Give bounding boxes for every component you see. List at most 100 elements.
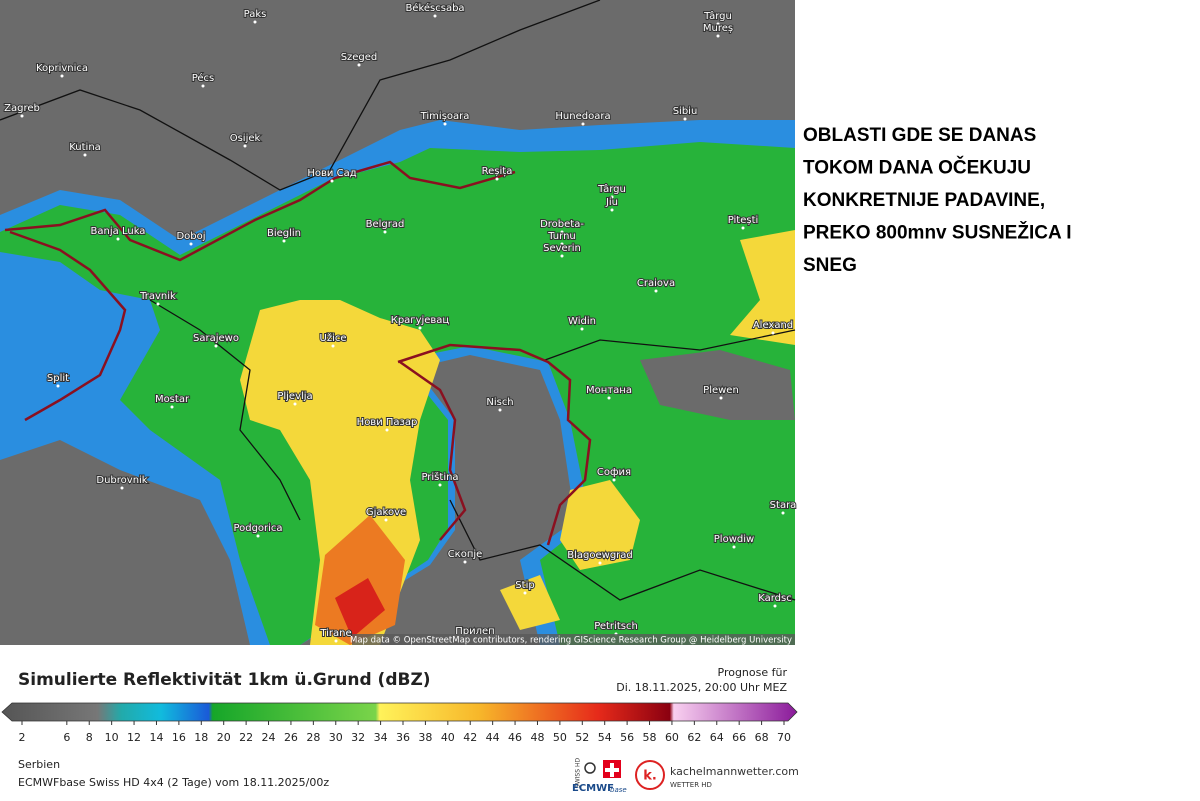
city-label: Belgrad xyxy=(366,219,405,230)
city-dot xyxy=(683,117,687,121)
city-label: Gjakove xyxy=(366,507,406,518)
city-label: Alexand xyxy=(753,320,793,331)
colorbar-tick-label: 70 xyxy=(777,731,791,744)
model-info: ECMWFbase Swiss HD 4x4 (2 Tage) vom 18.1… xyxy=(18,776,329,789)
legend-title: Simulierte Reflektivität 1km ü.Grund (dB… xyxy=(18,670,431,690)
map: PaksBékéscsabaTârguMureșKoprivnicaPécsSz… xyxy=(0,0,797,646)
city-label: Нови Пазар xyxy=(357,417,418,428)
colorbar-tick-label: 12 xyxy=(127,731,141,744)
colorbar-tick-label: 54 xyxy=(598,731,612,744)
city-dot xyxy=(598,561,602,565)
city-label: Szeged xyxy=(341,52,378,63)
annotation-line: PREKO 800mnv SUSNEŽICA I xyxy=(803,222,1072,244)
colorbar-tick-label: 50 xyxy=(553,731,567,744)
city-label: Widin xyxy=(568,316,596,327)
city-label: Stara xyxy=(770,500,797,511)
city-dot xyxy=(418,326,422,330)
city-dot xyxy=(443,122,447,126)
city-label: Dubrovnik xyxy=(96,475,147,486)
city-dot xyxy=(741,226,745,230)
city-label: Podgorica xyxy=(233,523,282,534)
colorbar-tick-label: 18 xyxy=(194,731,208,744)
city-dot xyxy=(189,242,193,246)
city-dot xyxy=(560,254,564,258)
city-dot xyxy=(214,344,218,348)
city-label: Paks xyxy=(244,9,267,20)
country-borders xyxy=(0,0,796,601)
city-dot xyxy=(256,534,260,538)
ecmwf-sub: base xyxy=(610,786,627,794)
city-dot xyxy=(282,239,286,243)
city-dot xyxy=(610,195,614,199)
city-label: Nisch xyxy=(486,397,513,408)
city-dot xyxy=(330,179,334,183)
city-label: Скопје xyxy=(448,548,483,560)
attribution-bg xyxy=(352,634,795,645)
colorbar-tick-label: 16 xyxy=(172,731,186,744)
city-label: Banja Luka xyxy=(91,226,146,237)
colorbar-ticks: 2 6 8 10 12 14 16 18 20 22 24 26 28 30 32 34 36 38 40 42 44 4… xyxy=(19,721,791,744)
city-label: Osijek xyxy=(230,133,261,144)
city-label: Mureș xyxy=(703,23,733,34)
precip-intense xyxy=(315,515,405,645)
city-dot xyxy=(384,518,388,522)
city-label: Sarajewo xyxy=(193,333,239,344)
colorbar-tick-label: 58 xyxy=(643,731,657,744)
colorbar-tick-label: 66 xyxy=(732,731,746,744)
colorbar-tick-label: 36 xyxy=(396,731,410,744)
city-label: Békéscsaba xyxy=(405,2,464,14)
city-label: Plowdiw xyxy=(714,534,754,545)
annotation-line: KONKRETNIJE PADAVINE, xyxy=(803,190,1045,211)
city-label: Timișoara xyxy=(420,111,470,122)
city-dot xyxy=(523,591,527,595)
colorbar-tick-label: 26 xyxy=(284,731,298,744)
city-label: Pitești xyxy=(728,215,759,226)
city-dot xyxy=(560,230,564,234)
region: Serbien xyxy=(18,758,60,771)
colorbar-tick-label: 64 xyxy=(710,731,724,744)
colorbar-tick-label: 28 xyxy=(306,731,320,744)
city-dot xyxy=(357,63,361,67)
city-label: Mostar xyxy=(155,394,190,405)
city-dot xyxy=(581,122,585,126)
annotation-line: OBLASTI GDE SE DANAS xyxy=(803,125,1036,146)
city-label: Doboj xyxy=(176,231,205,242)
city-dot xyxy=(781,511,785,515)
colorbar-tick-label: 68 xyxy=(755,731,769,744)
city-dot xyxy=(56,384,60,388)
colorbar-tick-label: 20 xyxy=(217,731,231,744)
annotation: OBLASTI GDE SE DANAS TOKOM DANA OČEKUJU KO… xyxy=(803,125,1072,276)
k-logo-text: k. xyxy=(643,769,657,784)
city-label: Blagoewgrad xyxy=(567,550,633,561)
forecast-time: Di. 18.11.2025, 20:00 Uhr MEZ xyxy=(616,681,787,694)
city-dot xyxy=(170,405,174,409)
city-dot xyxy=(463,560,467,564)
city-dot xyxy=(610,208,614,212)
city-label: Craiova xyxy=(637,278,675,289)
city-label: Jiu xyxy=(605,197,618,208)
city-dot xyxy=(716,34,720,38)
swiss-cross xyxy=(605,763,619,777)
serbia-border xyxy=(4,160,592,546)
colorbar-tick-label: 22 xyxy=(239,731,253,744)
colorbar-tick-label: 56 xyxy=(620,731,634,744)
city-label: Turnu xyxy=(547,231,576,242)
city-label: Priština xyxy=(421,471,458,483)
city-label: Drobeta- xyxy=(540,219,584,230)
precip-dry xyxy=(640,350,795,420)
city-dot xyxy=(654,289,658,293)
search-icon xyxy=(584,762,596,774)
colorbar-tick-label: 24 xyxy=(262,731,276,744)
city-label: Zagreb xyxy=(4,103,40,114)
city-label: Severin xyxy=(543,243,581,254)
city-label: Крагујевац xyxy=(391,314,450,326)
city-dot xyxy=(334,639,338,643)
city-dot xyxy=(495,177,499,181)
city-label: София xyxy=(597,467,631,478)
colorbar-tick-label: 52 xyxy=(575,731,589,744)
colorbar-tick-label: 34 xyxy=(374,731,388,744)
city-dot xyxy=(60,74,64,78)
city-dot xyxy=(385,428,389,432)
city-label: Kutina xyxy=(69,142,101,153)
